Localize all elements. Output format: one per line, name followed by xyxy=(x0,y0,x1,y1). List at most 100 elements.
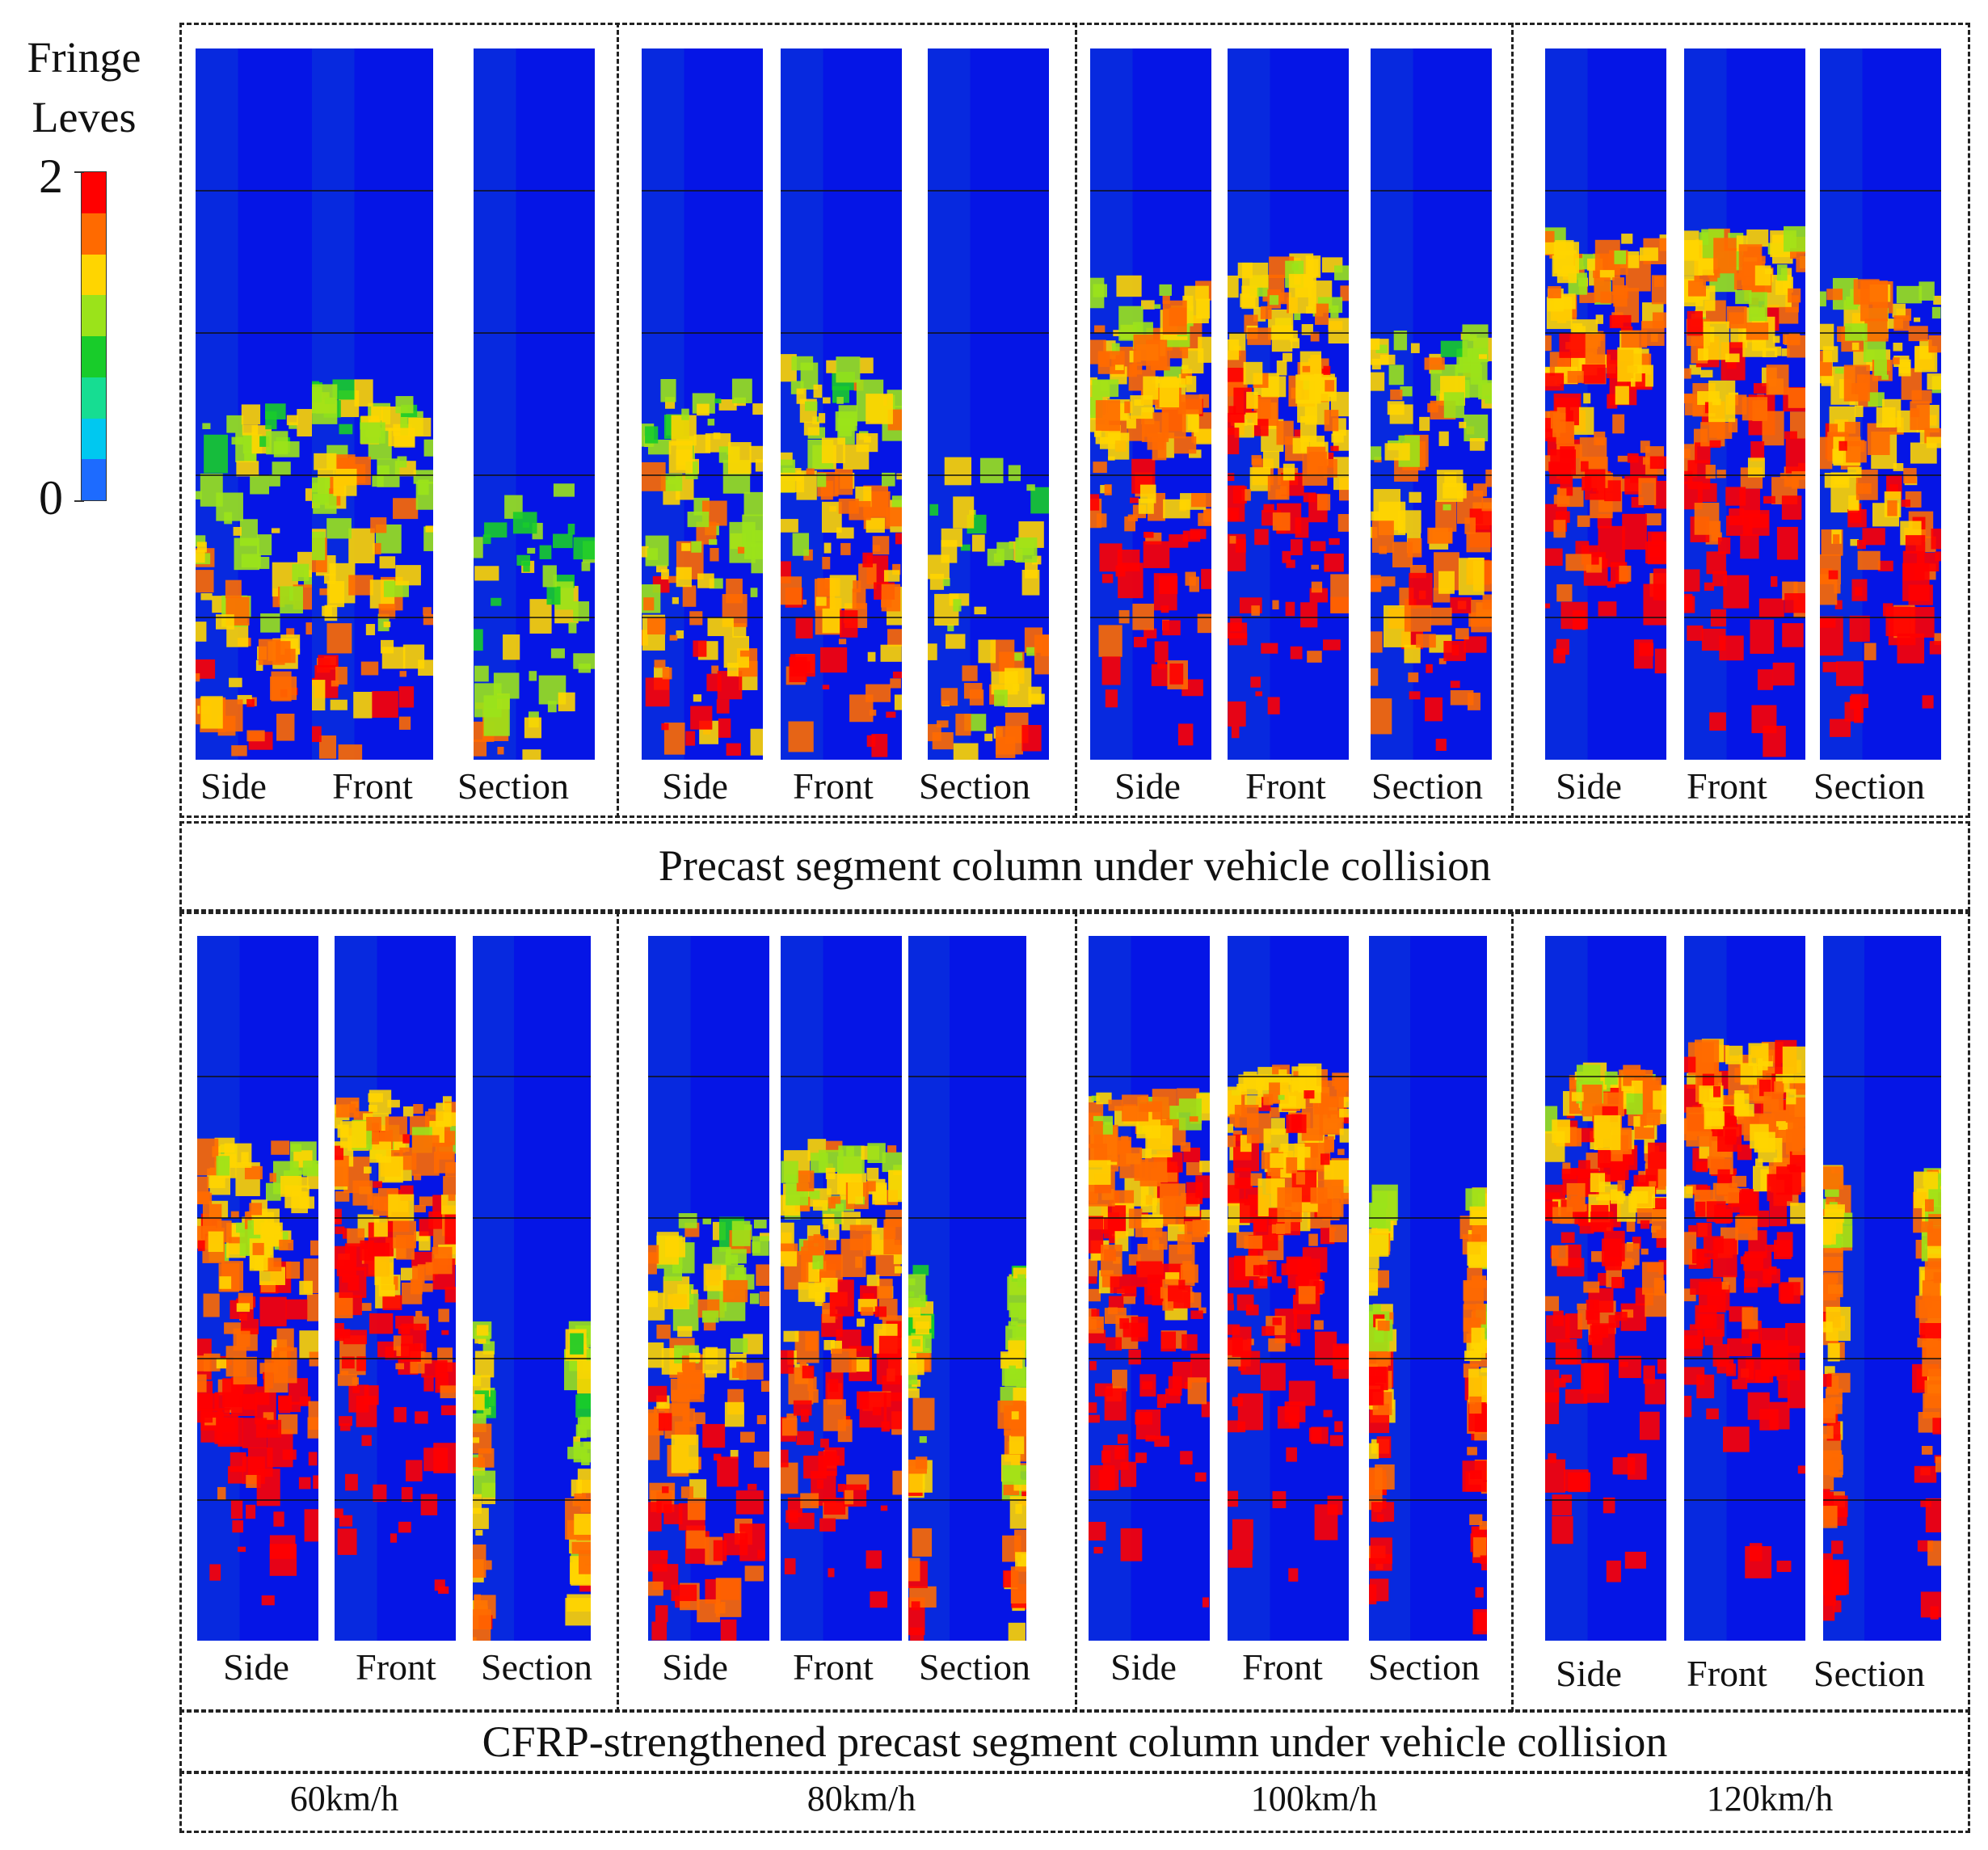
damage-mark xyxy=(838,405,857,426)
damage-mark xyxy=(941,528,962,547)
damage-mark xyxy=(651,1621,668,1641)
damage-mark xyxy=(1910,607,1935,638)
damage-mark xyxy=(1740,534,1759,559)
damage-mark xyxy=(1443,504,1451,511)
damage-mark xyxy=(1754,265,1771,286)
damage-mark xyxy=(911,1601,920,1611)
damage-mark xyxy=(1468,1368,1487,1403)
damage-mark xyxy=(668,575,679,584)
damage-mark xyxy=(1331,433,1344,443)
damage-mark xyxy=(341,1371,349,1376)
damage-mark xyxy=(197,1192,213,1204)
legend-swatch-6 xyxy=(82,418,106,460)
damage-mark xyxy=(1845,323,1868,341)
damage-mark xyxy=(1371,631,1383,653)
damage-mark xyxy=(937,720,949,728)
damage-mark xyxy=(1329,537,1340,546)
damage-mark xyxy=(352,1377,360,1385)
damage-mark xyxy=(1849,615,1870,643)
damage-mark xyxy=(1307,446,1326,477)
damage-mark xyxy=(289,422,297,429)
damage-mark xyxy=(781,1161,798,1183)
damage-mark xyxy=(1089,1402,1097,1414)
damage-mark xyxy=(483,695,510,736)
damage-mark xyxy=(1255,691,1263,697)
damage-mark xyxy=(1622,513,1647,550)
damage-mark xyxy=(1481,1559,1487,1571)
damage-mark xyxy=(1545,1296,1560,1312)
damage-mark xyxy=(1279,486,1287,495)
damage-mark xyxy=(1697,1313,1725,1337)
damage-mark xyxy=(1782,623,1804,647)
damage-mark xyxy=(474,1470,496,1498)
damage-mark xyxy=(1281,1263,1290,1275)
damage-mark xyxy=(1920,1221,1934,1233)
damage-mark xyxy=(1104,484,1112,495)
damage-mark xyxy=(241,554,261,568)
damage-mark xyxy=(1771,575,1778,588)
damage-mark xyxy=(553,483,575,497)
damage-mark xyxy=(397,456,407,468)
damage-mark xyxy=(908,1557,920,1582)
damage-mark xyxy=(1748,1043,1769,1066)
damage-mark xyxy=(1694,1039,1720,1073)
damage-mark xyxy=(361,1303,372,1311)
damage-mark xyxy=(1307,259,1319,276)
damage-mark xyxy=(1651,533,1664,545)
damage-mark xyxy=(200,592,213,601)
damage-mark xyxy=(813,1234,822,1244)
damage-mark xyxy=(423,613,433,626)
precast-100-section-label: Section xyxy=(1371,765,1483,807)
damage-mark xyxy=(558,692,575,712)
damage-mark xyxy=(1556,638,1569,655)
damage-mark xyxy=(1272,600,1279,609)
damage-mark xyxy=(1781,495,1802,520)
precast-caption: Precast segment column under vehicle col… xyxy=(658,841,1492,890)
damage-mark xyxy=(829,575,857,609)
damage-mark xyxy=(356,1356,367,1372)
damage-mark xyxy=(872,545,881,552)
damage-mark xyxy=(475,1530,483,1536)
damage-mark xyxy=(1844,702,1861,722)
damage-mark xyxy=(1838,440,1847,451)
damage-mark xyxy=(1763,495,1775,504)
damage-mark xyxy=(1797,1465,1805,1474)
damage-mark xyxy=(759,1292,769,1307)
damage-mark xyxy=(929,504,939,516)
damage-mark xyxy=(671,1435,699,1473)
precast-60-section-label: Section xyxy=(457,765,569,807)
damage-mark xyxy=(337,1528,357,1555)
damage-mark xyxy=(1586,1311,1600,1325)
damage-mark xyxy=(1617,455,1628,462)
damage-mark xyxy=(1089,1160,1111,1185)
damage-mark xyxy=(831,1348,857,1373)
damage-mark xyxy=(1703,1236,1724,1254)
damage-mark xyxy=(1774,1081,1784,1094)
damage-mark xyxy=(546,586,561,605)
precast-80-side-label: Side xyxy=(662,765,728,807)
damage-mark xyxy=(1645,1293,1666,1317)
damage-mark xyxy=(1291,263,1299,271)
damage-mark xyxy=(1924,1199,1934,1212)
damage-mark xyxy=(1339,1128,1349,1143)
damage-mark xyxy=(1823,1397,1836,1423)
damage-mark xyxy=(276,714,295,741)
damage-mark xyxy=(1135,1410,1161,1439)
damage-mark xyxy=(908,1459,927,1474)
damage-mark xyxy=(428,1211,443,1229)
damage-mark xyxy=(1780,1282,1801,1304)
damage-mark xyxy=(1725,515,1753,536)
damage-mark xyxy=(399,671,407,677)
damage-mark xyxy=(340,1121,367,1148)
damage-mark xyxy=(1565,554,1592,571)
cfrp-80-front-panel xyxy=(781,936,902,1641)
damage-mark xyxy=(656,564,668,573)
damage-mark xyxy=(1652,1198,1666,1210)
damage-mark xyxy=(1571,1092,1584,1102)
damage-mark xyxy=(1108,1099,1123,1111)
damage-mark xyxy=(1276,1223,1286,1234)
damage-mark xyxy=(974,606,987,615)
damage-mark xyxy=(693,434,711,453)
damage-mark xyxy=(1247,327,1271,345)
precast-120-side-label: Side xyxy=(1556,765,1622,807)
